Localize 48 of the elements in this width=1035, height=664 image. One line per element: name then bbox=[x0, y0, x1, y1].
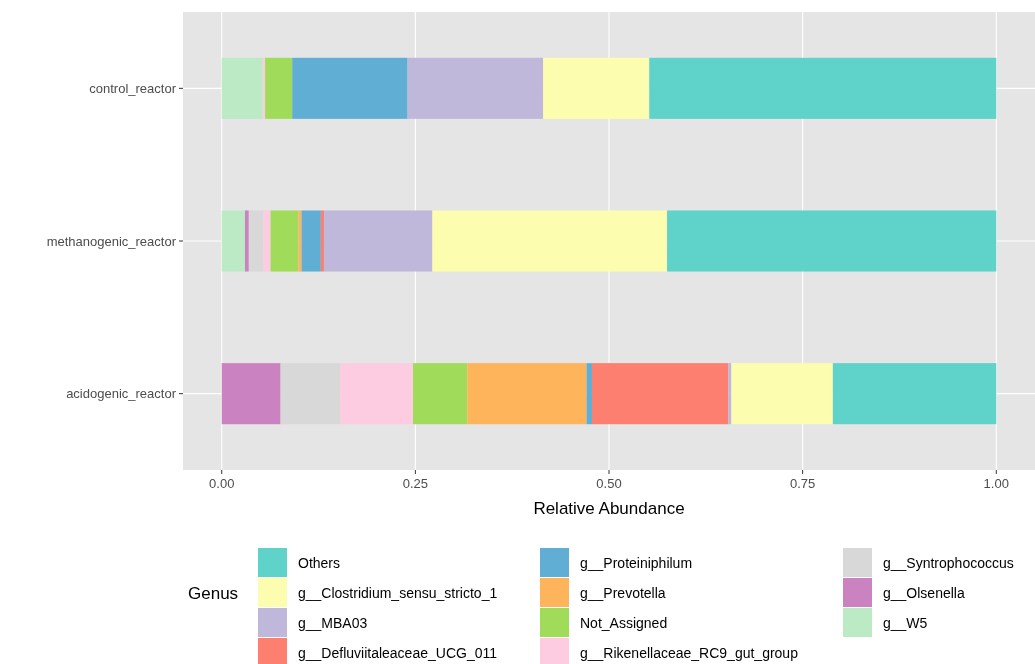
bar bbox=[265, 57, 293, 119]
x-tick-label: 0.00 bbox=[209, 476, 235, 491]
bar bbox=[543, 57, 650, 119]
x-tick-label: 0.50 bbox=[596, 476, 622, 491]
legend-label: g__W5 bbox=[883, 614, 928, 631]
bar bbox=[320, 210, 324, 272]
bar bbox=[221, 210, 245, 272]
legend-label: g__Rikenellaceae_RC9_gut_group bbox=[580, 644, 799, 661]
bar bbox=[432, 210, 668, 272]
legend-label: Not_Assigned bbox=[580, 614, 668, 631]
x-tick-label: 1.00 bbox=[983, 476, 1009, 491]
legend-label: g__Defluviitaleaceae_UCG_011 bbox=[298, 644, 498, 661]
bar bbox=[221, 363, 281, 425]
legend-label: g__Clostridium_sensu_stricto_1 bbox=[298, 584, 498, 601]
bar bbox=[467, 363, 587, 425]
bar bbox=[649, 57, 997, 119]
legend-label: g__MBA03 bbox=[298, 614, 368, 631]
bar bbox=[413, 363, 468, 425]
legend-title: Genus bbox=[188, 583, 239, 603]
bar bbox=[591, 363, 729, 425]
x-tick-label: 0.25 bbox=[402, 476, 429, 491]
y-tick-label: acidogenic_reactor bbox=[66, 386, 177, 402]
bar bbox=[301, 210, 321, 272]
bar bbox=[731, 363, 833, 425]
bar bbox=[280, 363, 341, 425]
legend-label: g__Proteiniphilum bbox=[580, 554, 693, 571]
x-axis-title: Relative Abundance bbox=[533, 499, 685, 518]
bar bbox=[263, 210, 271, 272]
bar bbox=[298, 210, 302, 272]
legend-label: g__Olsenella bbox=[883, 584, 965, 601]
legend-label: g__Prevotella bbox=[580, 584, 666, 601]
bar bbox=[292, 57, 408, 119]
bar bbox=[248, 210, 264, 272]
y-tick-label: methanogenic_reactor bbox=[46, 233, 177, 249]
legend-label: g__Syntrophococcus bbox=[883, 554, 1014, 571]
bar bbox=[667, 210, 997, 272]
bar bbox=[323, 210, 433, 272]
bar bbox=[270, 210, 299, 272]
legend-label: Others bbox=[298, 554, 341, 571]
y-tick-label: control_reactor bbox=[89, 80, 177, 96]
bar bbox=[728, 363, 732, 425]
bar bbox=[221, 57, 263, 119]
bar bbox=[407, 57, 544, 119]
bar bbox=[832, 363, 997, 425]
x-tick-label: 0.75 bbox=[789, 476, 816, 491]
bar bbox=[340, 363, 414, 425]
bar bbox=[586, 363, 592, 425]
bar bbox=[244, 210, 249, 272]
